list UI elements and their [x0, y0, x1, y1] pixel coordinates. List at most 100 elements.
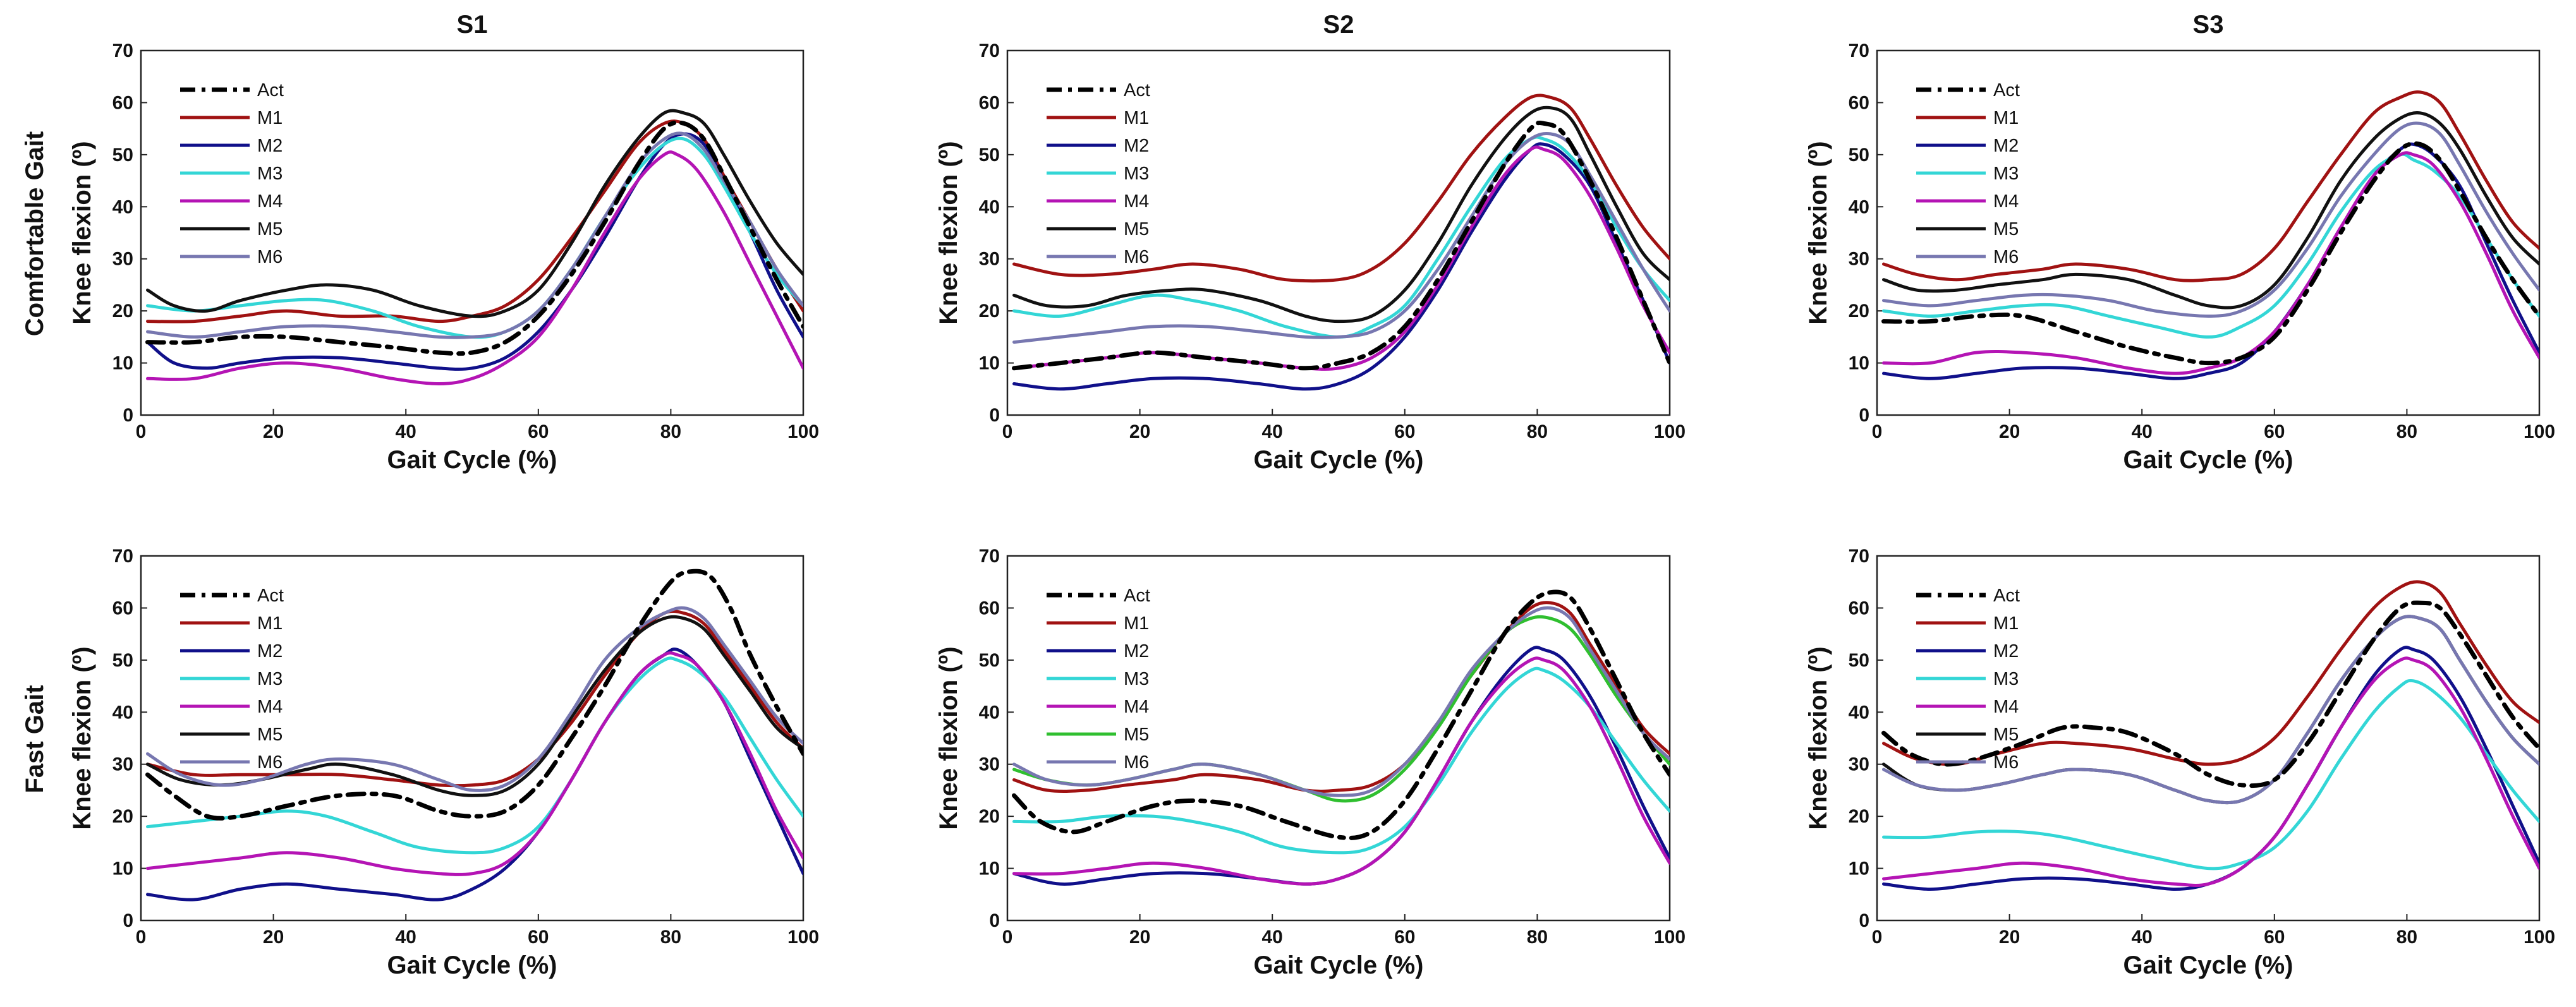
- legend-label-m1: M1: [257, 613, 283, 634]
- row-label-comfortable: Comfortable Gait: [21, 131, 49, 336]
- plot-area: [1006, 555, 1671, 922]
- y-tick-label: 30: [112, 754, 133, 775]
- legend-label-m4: M4: [1993, 697, 2019, 717]
- legend-label-m4: M4: [257, 697, 283, 717]
- y-tick-label: 60: [979, 598, 1000, 618]
- legend-label-act: Act: [257, 80, 284, 100]
- y-axis-label: Knee flexion (º): [1804, 646, 1832, 829]
- legend-label-m3: M3: [1993, 164, 2019, 184]
- x-tick-label: 60: [528, 927, 549, 948]
- series-line-m6: [146, 606, 803, 792]
- series-line-m4: [146, 150, 803, 385]
- series-line-m1: [1882, 90, 2539, 282]
- series-line-m1: [1012, 93, 1670, 283]
- legend-label-m4: M4: [1124, 191, 1149, 212]
- panel-title: S3: [2193, 11, 2224, 39]
- legend-label-act: Act: [1993, 80, 2020, 100]
- y-tick-label: 60: [1849, 598, 1869, 618]
- y-tick-label: 40: [1849, 702, 1869, 723]
- legend-label-m3: M3: [257, 164, 283, 184]
- x-tick-label: 0: [136, 927, 147, 948]
- y-tick-label: 0: [1859, 405, 1869, 426]
- x-tick-label: 100: [1654, 421, 1686, 442]
- legend-label-m6: M6: [1993, 247, 2019, 267]
- x-tick-label: 80: [2397, 927, 2417, 948]
- legend-label-m6: M6: [1993, 752, 2019, 773]
- y-tick-label: 60: [979, 92, 1000, 113]
- y-tick-label: 50: [112, 650, 133, 671]
- y-tick-label: 0: [123, 910, 133, 931]
- series-line-act: [1012, 589, 1670, 840]
- legend-label-m5: M5: [257, 725, 283, 745]
- y-tick-label: 70: [1849, 546, 1869, 567]
- series-group: [1012, 589, 1670, 886]
- series-group: [1881, 580, 2539, 891]
- x-tick-label: 60: [2264, 421, 2285, 442]
- y-tick-label: 10: [1849, 859, 1869, 879]
- x-tick-label: 100: [2524, 927, 2555, 948]
- panel-6: 0 20 40 60 80 100 0 10 20 30 40 50 60 70 Gait Cycle (%…: [1804, 546, 2555, 979]
- y-tick-label: 30: [979, 249, 1000, 270]
- legend-label-m2: M2: [1993, 641, 2019, 661]
- legend-label-m1: M1: [1993, 108, 2019, 128]
- legend-label-m3: M3: [1993, 669, 2019, 689]
- y-tick-label: 60: [112, 598, 133, 618]
- legend-label-act: Act: [1993, 586, 2020, 606]
- plot-area: [140, 49, 805, 416]
- panel-3: S3 0 20 40 60 80 100 0 10 20 30 40 50 60 70 Gait Cycle …: [1804, 11, 2555, 474]
- x-tick-label: 40: [396, 421, 416, 442]
- y-tick-label: 60: [112, 92, 133, 113]
- panel-4: 0 20 40 60 80 100 0 10 20 30 40 50 60 70 Gait Cycle (%…: [68, 546, 819, 979]
- legend-label-m4: M4: [1993, 191, 2019, 212]
- y-axis-label: Knee flexion (º): [935, 141, 963, 324]
- y-tick-label: 10: [979, 859, 1000, 879]
- y-tick-label: 50: [979, 650, 1000, 671]
- legend-label-m5: M5: [1124, 219, 1149, 239]
- x-tick-label: 80: [2397, 421, 2417, 442]
- plot-area: [1876, 49, 2541, 416]
- series-line-m4: [146, 651, 803, 876]
- y-tick-label: 50: [112, 145, 133, 166]
- series-group: [1881, 90, 2539, 380]
- x-tick-label: 20: [1129, 927, 1150, 948]
- y-tick-label: 50: [1849, 145, 1869, 166]
- plot-area: [1006, 49, 1671, 416]
- x-tick-label: 40: [1262, 927, 1283, 948]
- series-line-act: [1012, 121, 1670, 371]
- legend-label-m3: M3: [1124, 669, 1149, 689]
- y-tick-label: 10: [1849, 353, 1869, 374]
- y-tick-label: 30: [979, 754, 1000, 775]
- legend-label-m3: M3: [1124, 164, 1149, 184]
- y-tick-label: 70: [112, 546, 133, 567]
- x-tick-label: 80: [1527, 927, 1548, 948]
- x-tick-label: 40: [396, 927, 416, 948]
- series-line-act: [145, 569, 803, 821]
- x-tick-label: 80: [660, 421, 681, 442]
- legend-label-act: Act: [257, 586, 284, 606]
- panel-1: S1 0 20 40 60 80 100 0 10 20 30 40 50 60 70 Gait Cycle …: [68, 11, 819, 474]
- x-axis-label: Gait Cycle (%): [2123, 951, 2293, 979]
- legend-label-m5: M5: [1993, 725, 2019, 745]
- panel-5: 0 20 40 60 80 100 0 10 20 30 40 50 60 70 Gait Cycle (%…: [935, 546, 1686, 979]
- series-group: [145, 569, 803, 901]
- series-group: [145, 109, 803, 385]
- x-tick-label: 20: [263, 927, 284, 948]
- legend-label-m5: M5: [1124, 725, 1149, 745]
- y-tick-label: 60: [1849, 92, 1869, 113]
- legend-label-m1: M1: [257, 108, 283, 128]
- legend-label-m2: M2: [1124, 641, 1149, 661]
- y-axis-label: Knee flexion (º): [1804, 141, 1832, 324]
- legend-label-m2: M2: [1993, 136, 2019, 156]
- y-tick-label: 20: [112, 301, 133, 322]
- x-tick-label: 100: [787, 927, 819, 948]
- x-tick-label: 80: [1527, 421, 1548, 442]
- panel-title: S1: [457, 11, 488, 39]
- y-tick-label: 40: [112, 196, 133, 217]
- y-tick-label: 40: [979, 702, 1000, 723]
- x-axis-label: Gait Cycle (%): [1254, 446, 1424, 474]
- y-tick-label: 20: [1849, 806, 1869, 827]
- y-tick-label: 0: [123, 405, 133, 426]
- series-line-m5: [1882, 111, 2539, 310]
- y-axis-label: Knee flexion (º): [935, 646, 963, 829]
